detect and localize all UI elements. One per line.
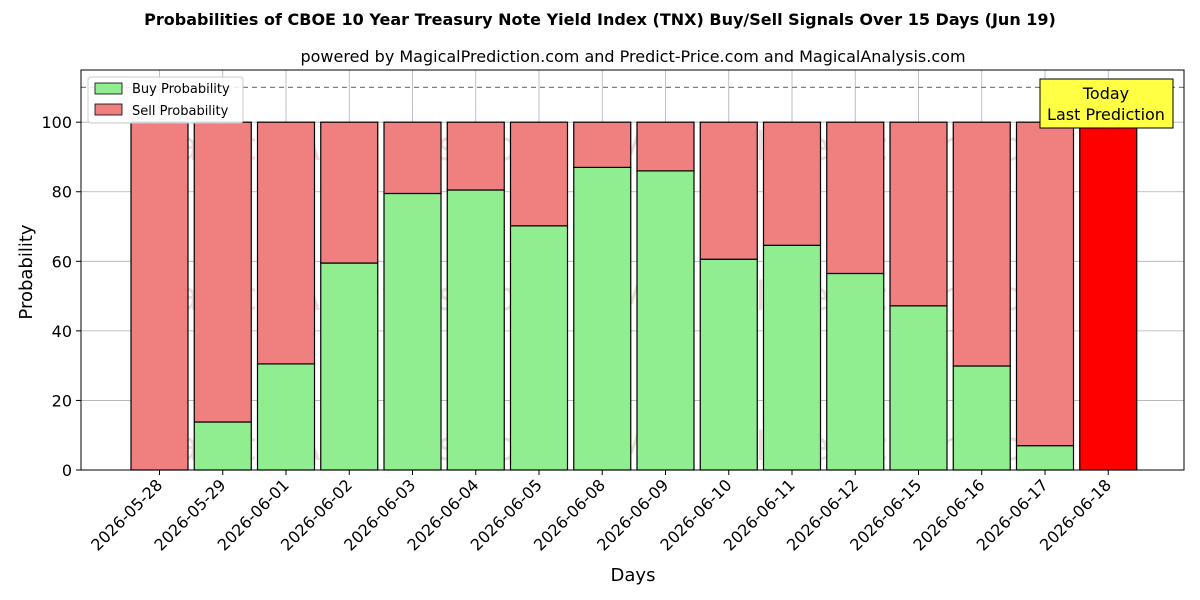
bar-buy — [193, 421, 252, 471]
bar-buy — [1015, 445, 1075, 471]
legend: Buy Probability Sell Probability — [87, 76, 244, 124]
today-annotation: Today Last Prediction — [1039, 78, 1174, 129]
bar-sell — [826, 121, 885, 275]
y-tick-label: 100 — [41, 113, 72, 132]
chart-title: Probabilities of CBOE 10 Year Treasury N… — [144, 10, 1056, 29]
bar-sell — [446, 121, 505, 191]
bar-buy — [256, 363, 316, 471]
bar-sell — [320, 121, 379, 264]
bar-sell-highlight — [1079, 121, 1138, 471]
bar-sell — [383, 121, 442, 195]
legend-label-sell: Sell Probability — [132, 104, 229, 119]
bar-buy — [320, 262, 379, 471]
y-tick-label: 60 — [52, 252, 72, 271]
y-tick-label: 0 — [62, 461, 72, 480]
bar-buy — [636, 170, 695, 471]
legend-box — [87, 76, 244, 124]
bars — [130, 121, 1138, 471]
bar-buy — [762, 244, 822, 471]
bar-buy — [889, 305, 948, 471]
bar-sell — [1015, 121, 1075, 447]
bar-buy — [826, 272, 885, 471]
y-tick-label: 40 — [52, 322, 72, 341]
annotation-box — [1039, 78, 1174, 129]
bar-sell — [130, 121, 189, 471]
bar-sell — [762, 121, 822, 246]
plot-frame — [80, 69, 1185, 471]
y-axis-label: Probability — [16, 224, 37, 319]
bar-sell — [256, 121, 316, 365]
annotation-line-1: Today — [1082, 84, 1129, 103]
bar-sell — [889, 121, 948, 307]
bar-sell — [573, 121, 632, 168]
bar-sell — [193, 121, 252, 423]
bar-buy — [952, 365, 1011, 471]
annotation-line-2: Last Prediction — [1047, 105, 1165, 124]
y-tick-label: 20 — [52, 391, 72, 410]
bar-buy — [509, 225, 569, 471]
bar-buy — [573, 166, 632, 471]
legend-swatch-sell — [94, 103, 123, 116]
legend-label-buy: Buy Probability — [132, 82, 230, 97]
legend-swatch-buy — [94, 82, 123, 95]
y-axis: 0 20 40 60 80 100 — [41, 113, 81, 480]
x-axis: 2026-05-282026-05-292026-06-012026-06-02… — [87, 470, 1115, 555]
chart-subtitle: powered by MagicalPrediction.com and Pre… — [300, 47, 965, 66]
y-tick-label: 80 — [52, 183, 72, 202]
bar-sell — [636, 121, 695, 172]
bar-sell — [509, 121, 569, 227]
x-axis-label: Days — [611, 565, 656, 586]
bar-buy — [446, 189, 505, 471]
bar-buy — [383, 192, 442, 471]
bar-sell — [952, 121, 1011, 367]
bar-buy — [699, 258, 758, 471]
bar-sell — [699, 121, 758, 260]
